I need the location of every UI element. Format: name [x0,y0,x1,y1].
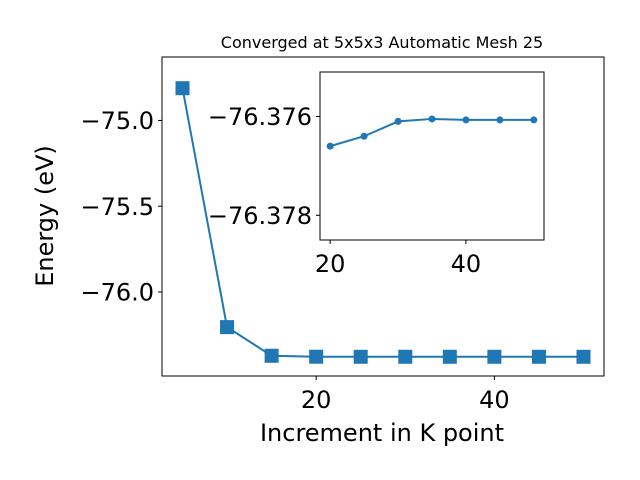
main-series-line [181,88,584,358]
main-data-point [264,348,279,363]
main-data-point [398,349,413,364]
main-data-point [442,349,457,364]
inset-ticks-layer: 20 40 −76.378 −76.376 [208,103,481,278]
main-data-point [353,349,368,364]
x-axis-label: Increment in K point [260,419,504,447]
inset-data-point [462,116,470,124]
inset-plot-background [320,72,544,240]
main-data-point [175,81,190,96]
inset-y-tick-label: −76.376 [208,103,312,131]
inset-plot-frame [319,71,545,241]
main-data-point [576,349,591,364]
inset-data-point [326,142,334,150]
inset-data-point [360,132,368,140]
main-y-tick-label: −75.5 [80,193,154,221]
main-series-layer [175,81,591,364]
main-data-point [531,349,546,364]
main-y-tick-label: −75.0 [80,107,154,135]
inset-data-point [428,115,436,123]
main-x-tick-label: 20 [301,386,332,414]
inset-y-tick-label: −76.378 [208,202,312,230]
main-plot-frame [161,56,605,377]
inset-series-layer [326,115,538,150]
main-data-point [309,349,324,364]
main-x-tick-label: 40 [479,386,510,414]
inset-data-point [530,116,538,124]
inset-x-tick-label: 20 [315,250,346,278]
main-data-point [487,349,502,364]
chart-title: Converged at 5x5x3 Automatic Mesh 25 [221,33,543,52]
main-y-tick-label: −76.0 [80,279,154,307]
inset-data-point [394,117,402,125]
y-axis-label: Energy (eV) [31,145,59,287]
inset-x-tick-label: 40 [451,250,482,278]
main-data-point [220,320,235,335]
main-ticks-layer: 20 40 −75.0 −75.5 −76.0 [80,107,509,414]
inset-data-point [496,116,504,124]
